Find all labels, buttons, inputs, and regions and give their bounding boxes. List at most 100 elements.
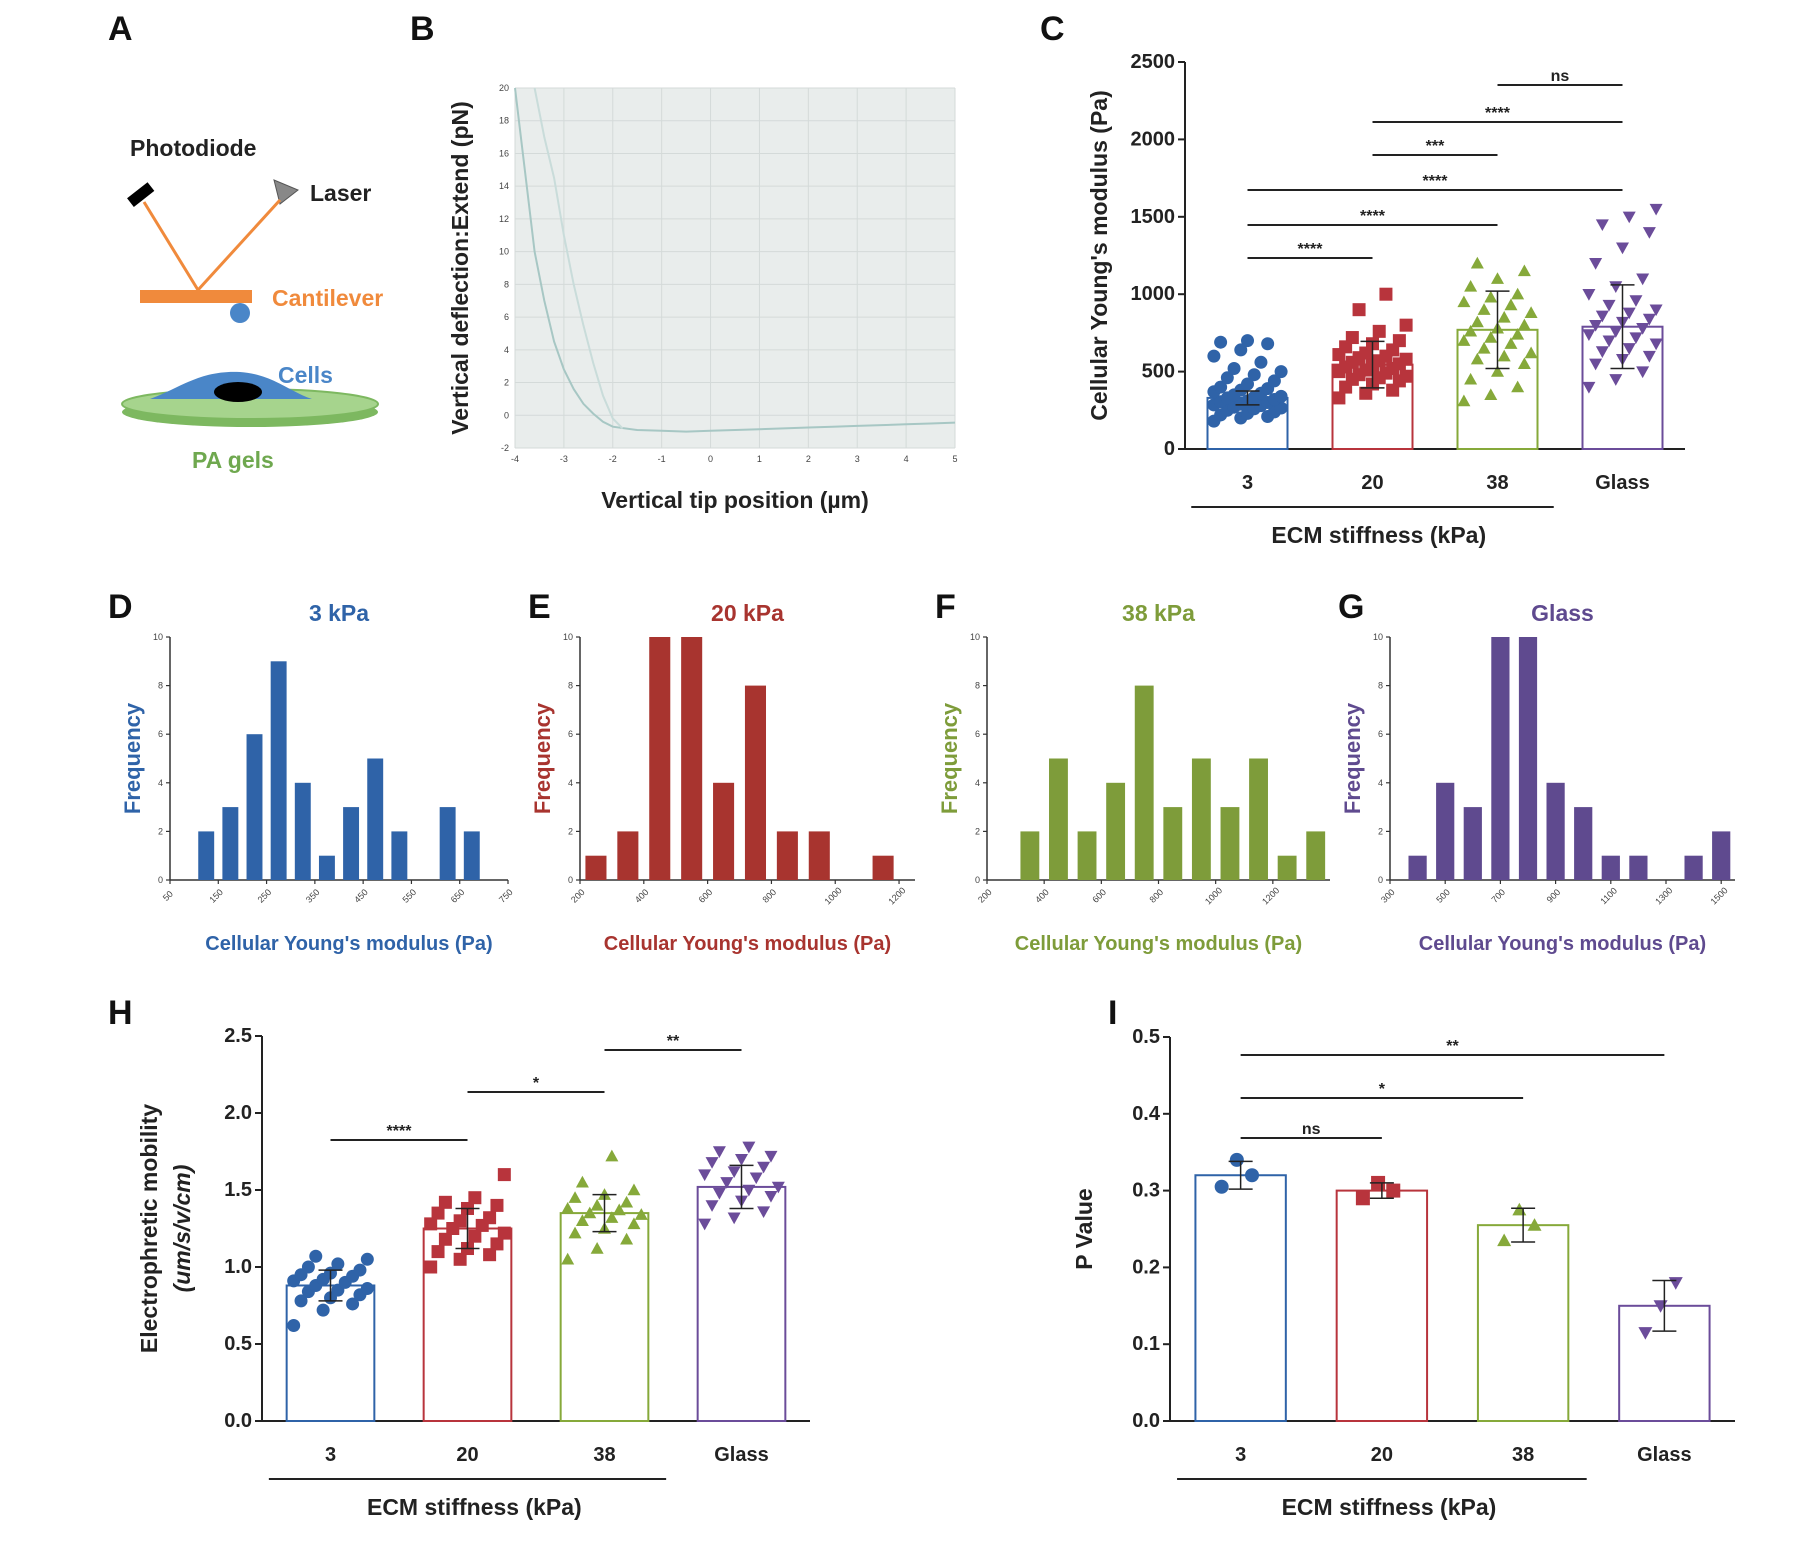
data-point	[727, 1212, 741, 1225]
data-point	[742, 1184, 756, 1197]
y-tick-label: 10	[1373, 632, 1383, 642]
data-point	[1274, 389, 1288, 403]
photodiode-label: Photodiode	[130, 135, 256, 161]
data-point	[575, 1175, 589, 1188]
x-tick-label: 1	[757, 454, 762, 464]
data-point	[727, 1166, 741, 1179]
histogram-g: 0 2 4 6 8 10 300 500 700 900 1100 1300 1500 Glass Cell…	[1340, 600, 1735, 955]
cells-label: Cells	[278, 362, 333, 388]
data-point	[764, 1150, 778, 1163]
histogram-bar-0	[198, 831, 215, 880]
laser-beam-reflected	[142, 201, 200, 291]
data-point	[1234, 343, 1248, 357]
histogram-bar-10	[463, 831, 480, 880]
y-tick-label: 6	[1378, 729, 1383, 739]
data-point	[1477, 303, 1491, 315]
pa-gels-label: PA gels	[192, 447, 274, 473]
category-label: 20	[1371, 1444, 1393, 1466]
data-point	[1636, 273, 1650, 286]
y-tick-label: 6	[504, 312, 509, 322]
data-point	[568, 1226, 582, 1239]
data-point	[1457, 295, 1471, 308]
y-tick-label: 18	[499, 116, 509, 126]
x-tick-label: -2	[609, 454, 617, 464]
histogram-bar-0	[1408, 855, 1427, 880]
significance-label-0: ns	[1302, 1121, 1321, 1138]
data-point	[1589, 258, 1603, 270]
force-curve-plot-area	[515, 88, 955, 448]
panel-label-a: A	[108, 10, 133, 48]
data-point	[483, 1248, 497, 1262]
data-point	[424, 1260, 438, 1274]
significance-label-3: ***	[1426, 138, 1445, 155]
y-tick-label: 0	[1378, 875, 1383, 885]
data-point	[1517, 264, 1531, 277]
y-axis-title: Cellular Young's modulus (Pa)	[1086, 90, 1112, 421]
panel-label-i: I	[1108, 994, 1117, 1032]
x-tick-label: 300	[1379, 887, 1397, 905]
x-tick-label: -1	[658, 454, 666, 464]
x-tick-label: 550	[400, 887, 418, 905]
histogram-bar-7	[808, 831, 830, 880]
data-point	[1267, 374, 1281, 388]
y-tick-label: 0.5	[224, 1333, 252, 1355]
data-point	[490, 1198, 504, 1212]
data-point	[627, 1183, 641, 1196]
data-points-2	[561, 1149, 648, 1265]
category-label: Glass	[714, 1444, 768, 1466]
y-tick-label: 0	[158, 875, 163, 885]
data-point	[590, 1242, 604, 1254]
y-tick-label: 2500	[1131, 51, 1176, 73]
y-tick-label: 4	[975, 778, 980, 788]
data-point	[720, 1177, 734, 1189]
y-tick-label: 16	[499, 148, 509, 158]
histogram-bar-2	[1077, 831, 1097, 880]
data-point	[612, 1203, 626, 1216]
data-point	[1517, 357, 1531, 370]
x-tick-label: 200	[976, 887, 994, 905]
significance-label-2: **	[1446, 1038, 1459, 1055]
histogram-bar-8	[1249, 758, 1268, 880]
panel-g: G 0 2 4 6 8 10 300 500 700 900 1100 1300 1500 Glass Ce…	[1338, 588, 1735, 955]
data-point	[1511, 327, 1525, 340]
y-tick-label: 6	[158, 729, 163, 739]
category-label: 3	[325, 1444, 336, 1466]
histogram-bar-8	[1629, 855, 1648, 880]
significance-label-1: *	[533, 1075, 540, 1092]
data-point	[1622, 211, 1636, 224]
histogram-bar-1	[1049, 758, 1068, 880]
panel-label-h: H	[108, 994, 133, 1032]
data-point	[294, 1294, 308, 1308]
data-point	[698, 1169, 712, 1182]
data-point	[1642, 313, 1656, 326]
data-point	[1622, 307, 1636, 320]
data-point	[1352, 303, 1366, 317]
significance-label-0: ****	[1298, 241, 1324, 258]
data-point	[1497, 349, 1511, 362]
histogram-x-label: Cellular Young's modulus (Pa)	[1015, 933, 1302, 955]
y-tick-label: 12	[499, 214, 509, 224]
scatter-bar-chart-c: 0 500 1000 1500 2000 2500 3 20 38 Glass ECM stiffn…	[1086, 51, 1685, 548]
data-point	[1247, 368, 1261, 382]
data-point	[287, 1319, 301, 1333]
x-tick-label: 1000	[1203, 885, 1224, 906]
data-point	[1399, 369, 1413, 383]
category-label: 38	[1486, 472, 1508, 494]
y-tick-label: 4	[1378, 778, 1383, 788]
histogram-title: 38 kPa	[1122, 600, 1195, 626]
x-tick-label: 1200	[886, 885, 907, 906]
histogram-bar-10	[1306, 831, 1326, 880]
laser-beam-incident	[196, 198, 282, 292]
data-point	[360, 1252, 374, 1266]
data-point	[749, 1172, 763, 1185]
significance-label-4: ****	[1485, 105, 1511, 122]
data-point	[620, 1195, 634, 1208]
y-axis-title: Electrophretic mobility	[136, 1104, 162, 1353]
data-point	[331, 1257, 345, 1271]
histogram-d: 0 2 4 6 8 10 50 150 250 350 450 550 650 750 3 kPa Cellu…	[120, 600, 515, 955]
y-tick-label: 2000	[1131, 128, 1176, 150]
x-tick-label: 200	[569, 887, 587, 905]
data-point	[353, 1263, 367, 1277]
panel-c: C 0 500 1000 1500 2000 2500 3 20 38 Glass ECM stif…	[1040, 10, 1685, 548]
